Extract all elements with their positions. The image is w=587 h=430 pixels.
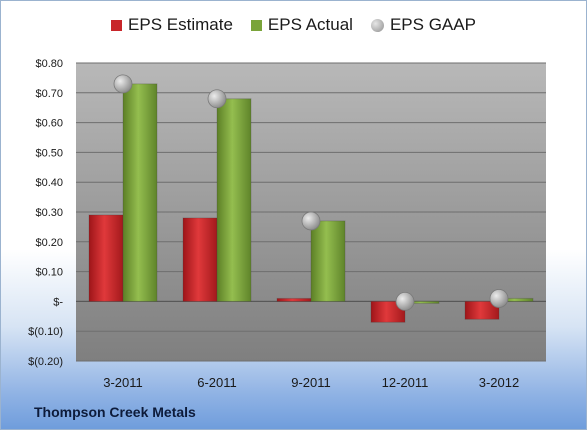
marker-eps-gaap [489, 289, 509, 308]
x-tick-label: 3-2011 [103, 375, 143, 390]
y-tick-label: $0.70 [35, 88, 63, 100]
marker-eps-gaap [301, 211, 321, 231]
marker-eps-gaap [207, 89, 227, 109]
legend: EPS Estimate EPS Actual EPS GAAP [1, 15, 586, 35]
bars [88, 83, 534, 323]
bar-eps-estimate [464, 300, 500, 320]
bar-eps-estimate [182, 217, 218, 302]
company-name: Thompson Creek Metals [34, 404, 196, 420]
legend-item-estimate: EPS Estimate [111, 15, 233, 35]
y-tick-label: $(0.10) [28, 326, 63, 338]
bar-eps-estimate [88, 214, 124, 302]
bar-eps-estimate [370, 300, 406, 323]
bar-eps-estimate [276, 297, 312, 302]
legend-label-estimate: EPS Estimate [128, 15, 233, 34]
marker-eps-gaap [395, 291, 415, 311]
bar-eps-actual [310, 220, 346, 302]
x-tick-label: 6-2011 [197, 375, 237, 390]
legend-item-actual: EPS Actual [250, 15, 353, 35]
y-axis-ticks: $(0.20) $(0.10) $- $0.10 $0.20 $0.30 $0.40 $0.5… [28, 58, 63, 368]
x-axis-ticks: 3-2011 6-2011 9-2011 12-2011 3-2012 [103, 375, 519, 390]
y-tick-label: $0.20 [35, 237, 63, 249]
y-tick-label: $0.30 [35, 207, 63, 219]
legend-label-actual: EPS Actual [267, 15, 353, 34]
y-tick-label: $0.60 [35, 118, 63, 130]
marker-eps-gaap [113, 74, 133, 94]
legend-swatch-estimate [111, 19, 123, 31]
legend-label-gaap: EPS GAAP [389, 15, 476, 34]
x-tick-label: 9-2011 [291, 375, 331, 390]
y-tick-label: $- [53, 296, 63, 308]
bar-eps-actual [216, 98, 252, 302]
x-tick-label: 3-2012 [479, 375, 519, 390]
x-tick-label: 12-2011 [382, 375, 429, 390]
gaap-markers [113, 74, 509, 311]
y-tick-label: $(0.20) [28, 356, 63, 368]
legend-swatch-actual [250, 19, 262, 31]
legend-swatch-gaap [370, 18, 384, 32]
y-tick-label: $0.10 [35, 267, 63, 279]
bar-eps-actual [122, 83, 158, 302]
y-tick-label: $0.50 [35, 147, 63, 159]
legend-item-gaap: EPS GAAP [370, 15, 476, 35]
y-tick-label: $0.80 [35, 58, 63, 70]
y-tick-label: $0.40 [35, 177, 63, 189]
